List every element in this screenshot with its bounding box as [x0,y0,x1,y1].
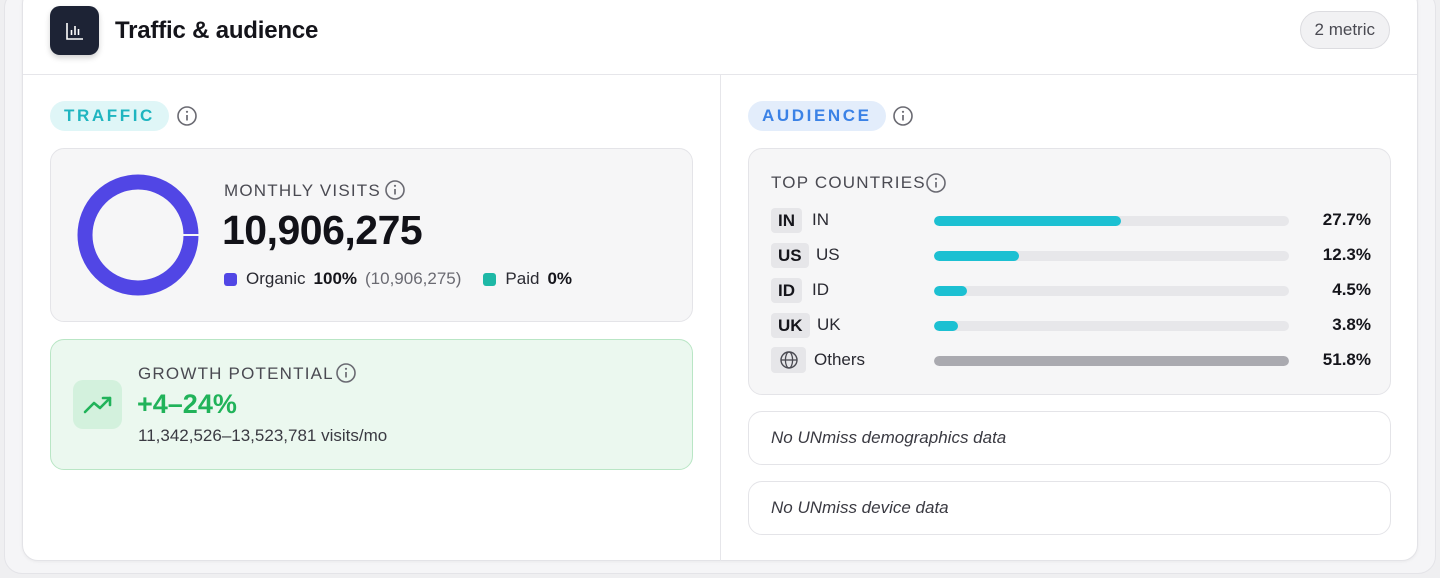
device-note-panel: No UNmiss device data [748,481,1391,535]
growth-potential-label: GROWTH POTENTIAL [138,364,334,383]
country-bar-track [934,321,1289,331]
country-pct: 51.8% [1322,350,1371,369]
demographics-note-panel: No UNmiss demographics data [748,411,1391,465]
country-code-chip: ID [771,278,802,303]
organic-pct: 100% [313,269,358,288]
traffic-split-legend: Organic 100% (10,906,275) Paid 0% [224,269,572,289]
growth-info-icon[interactable] [335,362,357,384]
card-header: Traffic & audience 2 metric [23,0,1417,75]
country-bar-fill [934,286,967,296]
top-countries-info-icon[interactable] [925,172,947,194]
country-code-chip: US [771,243,809,268]
column-divider [720,75,721,561]
country-bar-track [934,356,1289,366]
organic-label: Organic [246,269,306,288]
top-countries-label: TOP COUNTRIES [771,173,926,192]
growth-potential-value: +4–24% [137,389,237,419]
growth-potential-range: 11,342,526–13,523,781 visits/mo [138,426,388,445]
country-pct: 4.5% [1332,280,1371,299]
audience-info-icon[interactable] [892,105,914,127]
country-bar-fill [934,251,1019,261]
monthly-visits-label: MONTHLY VISITS [224,181,381,200]
demographics-note: No UNmiss demographics data [771,428,1007,447]
country-pct: 12.3% [1322,245,1371,264]
card-title: Traffic & audience [115,17,319,44]
organic-paid-donut [77,174,199,296]
country-pct: 3.8% [1332,315,1371,334]
traffic-audience-card: Traffic & audience 2 metric TRAFFIC MONT… [22,0,1418,561]
globe-icon [771,347,806,373]
country-bar-fill [934,216,1122,226]
device-note: No UNmiss device data [771,498,949,517]
country-row: ID ID 4.5% [771,278,1371,304]
growth-potential-panel: GROWTH POTENTIAL +4–24% 11,342,526–13,52… [50,339,693,470]
country-row: UK UK 3.8% [771,313,1371,339]
paid-swatch [483,272,497,286]
country-name: US [816,245,840,264]
country-bar-track [934,286,1289,296]
traffic-info-icon[interactable] [176,105,198,127]
donut-organic-slice [77,174,199,296]
traffic-section-pill: TRAFFIC [50,101,169,131]
monthly-visits-panel: MONTHLY VISITS 10,906,275 Organic 100% (… [50,148,693,322]
paid-label: Paid [505,269,540,288]
country-pct: 27.7% [1322,210,1371,229]
country-row: IN IN 27.7% [771,208,1371,234]
trending-up-icon [73,380,122,429]
top-countries-panel: TOP COUNTRIES IN IN 27.7% US US 12.3% ID… [748,148,1391,395]
country-code-chip: UK [771,313,810,338]
monthly-visits-value: 10,906,275 [222,207,423,253]
paid-pct: 0% [547,269,573,288]
country-bar-track [934,216,1289,226]
country-name: IN [812,210,829,229]
monthly-visits-info-icon[interactable] [384,179,406,201]
bar-chart-icon [50,6,99,55]
organic-abs: (10,906,275) [365,269,462,288]
country-bar-fill [934,321,959,331]
country-row-others: Others 51.8% [771,347,1371,374]
country-code-chip: IN [771,208,802,233]
metric-count-badge[interactable]: 2 metric [1299,11,1390,49]
audience-section-pill: AUDIENCE [748,101,886,131]
organic-swatch [224,272,237,286]
country-row: US US 12.3% [771,243,1371,269]
country-name: Others [814,350,866,369]
country-bar-fill [934,356,1289,366]
country-name: ID [812,280,829,299]
country-name: UK [817,315,841,334]
country-bar-track [934,251,1289,261]
